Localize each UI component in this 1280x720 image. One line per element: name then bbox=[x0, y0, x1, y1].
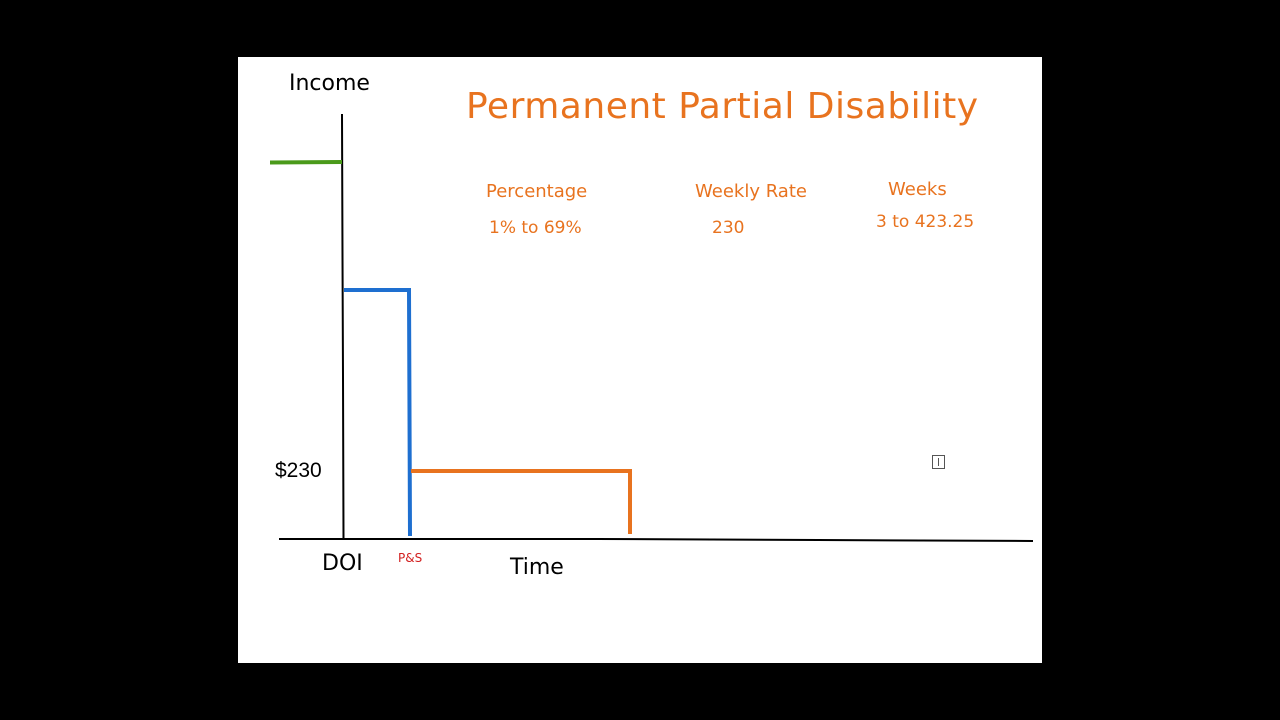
income-time-diagram bbox=[269, 113, 1034, 542]
diagram-title: Permanent Partial Disability bbox=[466, 86, 979, 127]
percentage-value: 1% to 69% bbox=[489, 218, 582, 238]
weekly-rate-value: 230 bbox=[712, 218, 745, 238]
x-axis-line bbox=[279, 538, 1034, 542]
whiteboard-canvas: Income Permanent Partial Disability Perc… bbox=[238, 57, 1042, 663]
y-axis-line bbox=[341, 113, 345, 540]
ps-label: P&S bbox=[398, 551, 423, 565]
weekly-rate-header: Weekly Rate bbox=[695, 181, 807, 202]
x-axis-label: Time bbox=[510, 555, 564, 580]
temporary-disability-line bbox=[344, 288, 412, 537]
weeks-header: Weeks bbox=[888, 179, 947, 200]
pre-injury-income-line bbox=[269, 160, 343, 165]
permanent-partial-disability-line bbox=[411, 469, 632, 534]
percentage-header: Percentage bbox=[486, 181, 588, 202]
ibeam-cursor-icon bbox=[932, 455, 945, 469]
rate-label: $230 bbox=[275, 459, 322, 482]
origin-label: DOI bbox=[322, 551, 363, 576]
weeks-value: 3 to 423.25 bbox=[876, 212, 975, 232]
y-axis-label: Income bbox=[289, 71, 370, 96]
